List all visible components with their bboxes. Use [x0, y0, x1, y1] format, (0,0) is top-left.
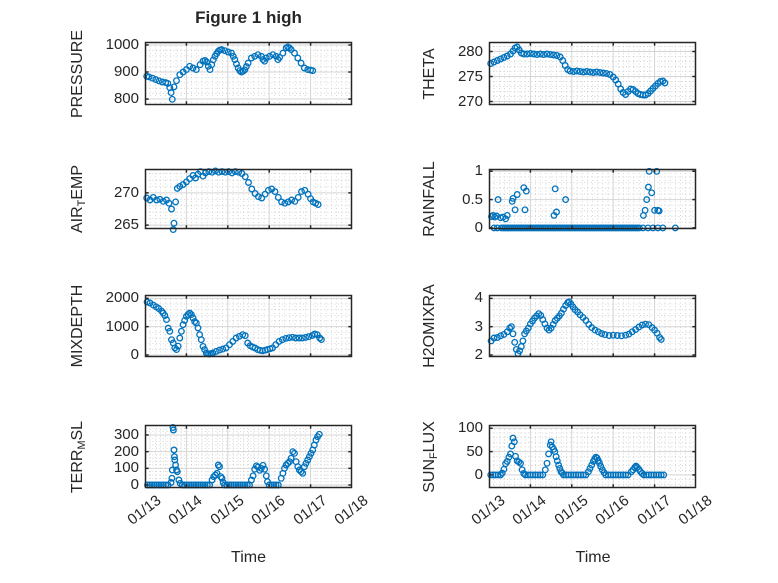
x-tick-label: 01/15 [551, 492, 592, 529]
y-tick-label: 280 [457, 42, 483, 60]
y-axis-label-terr_msl: TERRMSL [69, 420, 88, 493]
y-tick-label: 100 [457, 419, 483, 437]
y-tick-label: 100 [113, 459, 139, 477]
x-tick-label: 01/16 [592, 492, 633, 529]
minor-grid [489, 42, 696, 105]
minor-grid [489, 425, 696, 488]
scatter-series-h2omixra [487, 298, 665, 358]
scatter-series-pressure [143, 43, 317, 103]
x-axis-label-left: Time [231, 549, 266, 566]
subplot-rainfall [488, 167, 697, 232]
y-tick-label: 0 [474, 218, 483, 236]
major-grid [145, 169, 352, 229]
axes-frame [144, 424, 353, 489]
plot-area-terr_msl [144, 424, 353, 489]
plot-area-mixdepth [143, 294, 353, 358]
major-grid [145, 295, 352, 357]
minor-grid [489, 169, 696, 229]
y-tick-label: 1 [474, 162, 483, 180]
plot-area-sun_flux [487, 424, 697, 489]
y-axis-label-sun_flux: SUNFLUX [421, 420, 440, 493]
subplot-mixdepth [143, 294, 353, 358]
y-tick-label: 2000 [105, 289, 139, 307]
y-tick-label: 0.5 [462, 190, 483, 208]
axes-frame [144, 41, 353, 106]
x-tick-label: 01/17 [290, 492, 331, 529]
y-tick-label: 270 [457, 92, 483, 110]
subplot-air-temp [143, 167, 353, 234]
x-tick-label: 01/14 [165, 492, 206, 529]
axes-frame [488, 168, 697, 230]
subplot-sun-flux [487, 424, 697, 489]
y-tick-label: 4 [474, 289, 483, 307]
plot-area-h2omixra [487, 294, 697, 358]
axes-frame [144, 294, 353, 358]
y-tick-label: 0 [130, 346, 139, 363]
minor-grid [145, 42, 352, 105]
y-tick-label: 0 [474, 465, 483, 483]
plot-area-air_temp [143, 167, 353, 234]
subplot-h2omixra [487, 294, 697, 358]
x-tick-label: 01/18 [675, 492, 716, 529]
y-tick-label: 50 [466, 442, 483, 460]
y-tick-label: 800 [113, 90, 139, 108]
plot-area-rainfall [488, 167, 697, 232]
major-grid [489, 169, 696, 229]
subplot-theta [487, 41, 697, 106]
x-axis-label-right: Time [575, 549, 611, 566]
y-tick-label: 200 [113, 442, 139, 460]
y-tick-label: 270 [113, 183, 139, 201]
y-tick-label: 300 [113, 426, 139, 443]
x-tick-label: 01/13 [124, 492, 165, 529]
scatter-series-sun_flux [487, 434, 668, 479]
y-tick-label: 0 [130, 476, 139, 493]
minor-grid [489, 295, 696, 357]
plot-area-pressure [143, 41, 353, 106]
axes-frame [488, 294, 697, 358]
major-grid [145, 42, 352, 105]
figure-title: Figure 1 high [195, 8, 302, 27]
x-tick-label: 01/16 [248, 492, 289, 529]
scatter-series-air_temp [143, 167, 322, 234]
scatter-series-terr_msl [144, 424, 323, 489]
subplot-pressure [143, 41, 353, 106]
x-tick-label: 01/14 [509, 492, 550, 529]
scatter-series-theta [487, 43, 669, 99]
x-tick-label: 01/15 [207, 492, 248, 529]
x-tick-label: 01/13 [468, 492, 509, 529]
y-tick-label: 275 [457, 67, 483, 85]
axes-frame [488, 424, 697, 489]
subplot-terr-msl [144, 424, 353, 489]
axes-frame [144, 168, 353, 230]
y-tick-label: 2 [474, 346, 483, 364]
plot-area-theta [487, 41, 697, 106]
x-tick-label: 01/18 [331, 492, 372, 529]
major-grid [145, 425, 352, 488]
axes-frame [488, 41, 697, 106]
y-tick-label: 1000 [105, 35, 139, 53]
y-tick-label: 265 [113, 216, 139, 234]
y-tick-label: 900 [113, 63, 139, 80]
y-tick-label: 3 [474, 317, 483, 335]
x-tick-label: 01/17 [634, 492, 675, 529]
scatter-series-mixdepth [143, 298, 325, 358]
y-tick-label: 1000 [105, 317, 139, 335]
